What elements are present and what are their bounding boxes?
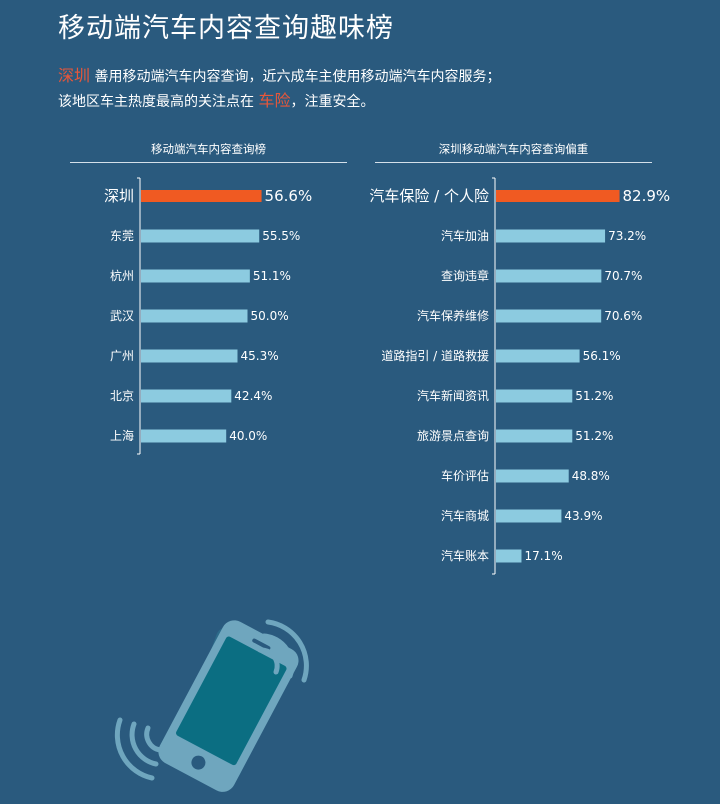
chart-bar [496,549,522,563]
chart-value-label: 40.0% [229,429,267,443]
intro-city-highlight: 深圳 [58,66,91,85]
chart-category-label: 汽车保险 / 个人险 [369,187,489,205]
chart-category-label: 汽车账本 [441,548,489,563]
chart-bar [141,190,262,202]
chart-bar [496,469,569,483]
chart-value-label: 55.5% [262,229,300,243]
chart-bar [496,229,606,243]
intro-line-2: 该地区车主热度最高的关注点在 车险，注重安全。 [58,89,698,114]
chart-bar [496,509,562,523]
chart-bar [141,349,238,363]
vibrating-phone-illustration [114,619,309,792]
chart-category-label: 旅游景点查询 [417,429,489,443]
right-title-rule [375,162,652,163]
chart-value-label: 56.1% [583,349,621,363]
chart-bar [141,229,260,243]
intro-line-2-text: 该地区车主热度最高的关注点在 [58,94,259,110]
vibration-waves-right-icon [257,619,309,683]
intro-line-1-text: 善用移动端汽车内容查询，近六成车主使用移动端汽车内容服务； [90,69,501,85]
chart-value-label: 82.9% [623,187,671,205]
chart-category-label: 东莞 [110,229,134,243]
left-bar-chart: 深圳 56.6% 东莞 55.5% 杭州 51.1% 武汉 50.0% 广州 45.3% 北京 42.… [104,177,313,455]
chart-category-label: 查询违章 [441,268,489,283]
right-bar-chart: 汽车保险 / 个人险 82.9% 汽车加油 73.2% 查询违章 70.7% 汽车保养维修 7… [369,177,671,575]
chart-value-label: 51.2% [575,389,613,403]
chart-bar [496,269,602,283]
intro-line-2-end: ，注重安全。 [290,94,375,110]
phone-home-button [191,755,206,770]
chart-category-label: 汽车新闻资讯 [417,388,489,403]
page-title: 移动端汽车内容查询趣味榜 [58,13,394,44]
intro-line-1: 深圳 善用移动端汽车内容查询，近六成车主使用移动端汽车内容服务； [58,64,698,89]
phone-icon [158,620,299,792]
chart-category-label: 深圳 [104,187,134,205]
chart-bar [141,309,248,323]
chart-value-label: 73.2% [608,229,646,243]
chart-value-label: 48.8% [572,469,610,483]
chart-bar [496,389,573,403]
chart-category-label: 武汉 [110,309,134,323]
chart-category-label: 杭州 [110,268,134,283]
vibration-waves-left-icon [114,717,163,781]
chart-value-label: 70.6% [604,309,642,323]
intro-focus-highlight: 车险 [258,91,291,110]
chart-category-label: 道路指引 / 道路救援 [381,348,489,363]
right-chart-title: 深圳移动端汽车内容查询偏重 [438,142,589,156]
chart-value-label: 43.9% [564,509,602,523]
phone-screen [176,636,287,766]
chart-category-label: 上海 [110,428,134,443]
chart-category-label: 汽车加油 [441,228,489,243]
chart-value-label: 56.6% [265,187,313,205]
chart-value-label: 51.2% [575,429,613,443]
phone-speaker [252,638,271,651]
chart-bar [141,429,227,443]
chart-value-label: 50.0% [251,309,289,323]
chart-value-label: 70.7% [604,269,642,283]
chart-bar [141,269,250,283]
chart-category-label: 车价评估 [441,468,489,483]
chart-value-label: 45.3% [240,349,278,363]
chart-bar [496,429,573,443]
chart-value-label: 51.1% [253,269,291,283]
chart-bar [141,389,232,403]
chart-category-label: 广州 [110,349,134,363]
chart-category-label: 汽车保养维修 [417,308,489,323]
chart-bar [496,349,580,363]
chart-category-label: 汽车商城 [441,508,489,523]
intro-text: 深圳 善用移动端汽车内容查询，近六成车主使用移动端汽车内容服务； 该地区车主热度… [58,64,698,114]
chart-bar [496,309,602,323]
left-chart-title: 移动端汽车内容查询榜 [151,142,266,156]
left-title-rule [70,162,347,163]
chart-bar [496,190,620,202]
chart-category-label: 北京 [110,389,134,403]
chart-value-label: 17.1% [524,549,562,563]
chart-value-label: 42.4% [234,389,272,403]
